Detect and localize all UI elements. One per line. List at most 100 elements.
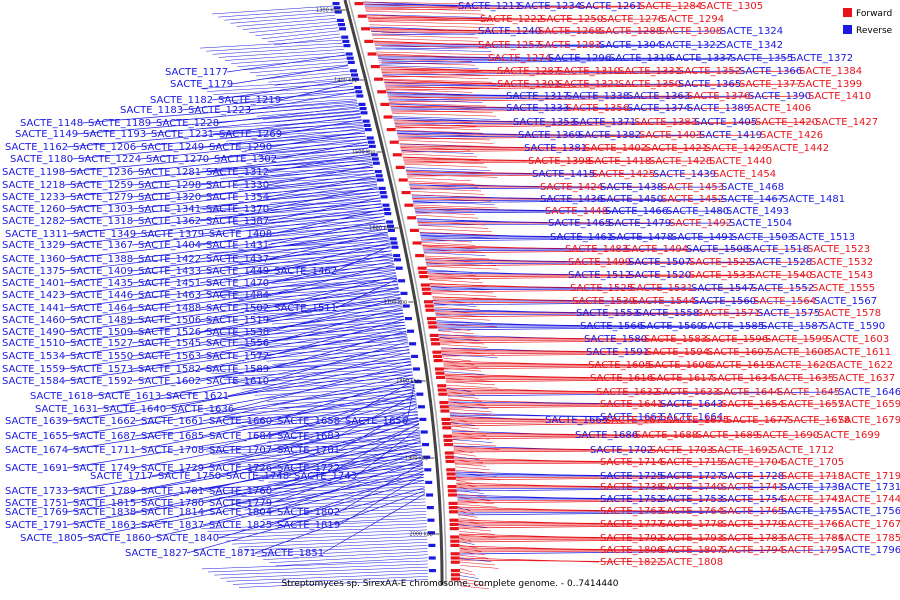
gene-label-reverse: SACTE_1388: [70, 254, 133, 265]
forward-feature: [450, 560, 460, 564]
gene-label-reverse: SACTE_1367: [70, 240, 133, 251]
gene-label-forward: SACTE_1766: [781, 519, 844, 530]
gene-label-reverse: SACTE_1249: [141, 142, 204, 153]
gene-label-reverse: SACTE_1450: [600, 194, 663, 205]
connector-forward: [434, 306, 481, 311]
connector-reverse: [134, 397, 417, 451]
connector-reverse: [458, 524, 488, 528]
connector-reverse: [134, 445, 422, 504]
gene-label-reverse: SACTE_1664: [660, 412, 723, 423]
connector-reverse: [91, 346, 409, 397]
forward-feature: [417, 266, 427, 270]
connector-reverse: [227, 253, 393, 263]
connector-forward: [400, 146, 471, 151]
gene-label-reverse: SACTE_1451: [138, 278, 201, 289]
gene-label-reverse: SACTE_1320: [138, 192, 201, 203]
reverse-feature: [345, 52, 353, 56]
gene-label-forward: SACTE_1429: [705, 143, 768, 154]
gene-label-reverse: SACTE_1731: [838, 482, 900, 493]
gene-label-reverse: SACTE_1751: [5, 498, 68, 509]
reverse-feature: [356, 94, 364, 98]
gene-label-reverse: SACTE_1789: [73, 486, 136, 497]
connector-reverse: [459, 558, 492, 562]
connector-reverse: [456, 486, 838, 492]
gene-label-reverse: SACTE_1584: [2, 376, 65, 387]
forward-feature: [448, 493, 458, 497]
gene-label-reverse: SACTE_1322: [659, 40, 722, 51]
connector-reverse: [63, 255, 393, 296]
gene-label-reverse: SACTE_1665: [545, 415, 608, 426]
connector-forward: [414, 208, 472, 212]
gene-label-reverse: SACTE_1791: [5, 520, 68, 531]
gene-label-forward: SACTE_1738: [600, 482, 663, 493]
forward-feature: [407, 216, 417, 220]
forward-feature: [354, 2, 364, 6]
backbone-shade: [348, 0, 447, 585]
gene-label-reverse: SACTE_1750: [158, 471, 221, 482]
connector-reverse: [231, 95, 356, 105]
gene-label-reverse: SACTE_1639: [5, 416, 68, 427]
connector-forward: [445, 377, 832, 383]
gene-label-reverse: SACTE_1193: [83, 129, 146, 140]
connector-forward: [401, 153, 478, 158]
gene-label-reverse: SACTE_1526: [138, 327, 201, 338]
connector-reverse: [269, 154, 371, 164]
gene-label-reverse: SACTE_1708: [141, 445, 204, 456]
gene-label-forward: SACTE_1616: [590, 373, 653, 384]
gene-label-forward: SACTE_1715: [660, 457, 723, 468]
connector-forward: [440, 344, 488, 348]
connector-forward: [437, 323, 498, 328]
connector-reverse: [392, 116, 500, 120]
gene-label-forward: SACTE_1268: [538, 26, 601, 37]
connector-forward: [435, 313, 487, 318]
gene-label-forward: SACTE_1689: [696, 430, 759, 441]
gene-label-reverse: SACTE_1438: [600, 182, 663, 193]
connector-forward: [431, 289, 494, 294]
reverse-feature: [332, 2, 340, 6]
forward-feature: [432, 350, 442, 354]
gene-label-reverse: SACTE_1591: [586, 347, 649, 358]
gene-label-forward: SACTE_1555: [812, 283, 875, 294]
connector-reverse: [435, 312, 757, 316]
reverse-feature: [343, 44, 351, 48]
connector-reverse: [273, 436, 421, 446]
gene-label-reverse: SACTE_1755: [781, 506, 844, 517]
connector-forward: [452, 435, 490, 440]
reverse-feature: [364, 128, 372, 132]
connector-forward: [457, 497, 491, 501]
gene-label-forward: SACTE_1622: [830, 360, 893, 371]
connector-reverse: [250, 545, 428, 554]
connector-forward: [398, 134, 760, 140]
connector-reverse: [240, 300, 402, 309]
gene-label-reverse: SACTE_1337: [669, 53, 732, 64]
connector-forward: [446, 384, 499, 389]
gene-label-forward: SACTE_1632: [596, 387, 659, 398]
gene-label-reverse: SACTE_1282: [2, 216, 65, 227]
gene-label-forward: SACTE_1594: [646, 347, 709, 358]
gene-label-forward: SACTE_1633: [656, 387, 719, 398]
connector-forward: [374, 44, 489, 49]
connector-reverse: [206, 42, 343, 52]
gene-label-reverse: SACTE_1333: [506, 103, 569, 114]
connector-forward: [459, 544, 479, 549]
gene-label-forward: SACTE_1703: [650, 445, 713, 456]
connector-forward: [444, 374, 489, 379]
gene-label-reverse: SACTE_1602: [138, 376, 201, 387]
gene-label-reverse: SACTE_1219: [218, 95, 281, 106]
connector-reverse: [270, 194, 380, 204]
connector-reverse: [454, 456, 480, 460]
connector-reverse: [270, 440, 421, 492]
connector-reverse: [214, 207, 383, 216]
gene-label-forward: SACTE_1403: [639, 130, 702, 141]
gene-label-reverse: SACTE_1372: [790, 53, 853, 64]
connector-reverse: [226, 573, 428, 582]
connector-reverse: [459, 549, 838, 555]
gene-label-forward: SACTE_1427: [815, 117, 878, 128]
gene-label-reverse: SACTE_1556: [206, 338, 269, 349]
gene-label-reverse: SACTE_1437: [206, 254, 269, 265]
gene-label-forward: SACTE_1794: [721, 545, 784, 556]
connector-reverse: [229, 334, 407, 343]
gene-label-forward: SACTE_1719: [838, 471, 900, 482]
connector-reverse: [459, 541, 475, 545]
